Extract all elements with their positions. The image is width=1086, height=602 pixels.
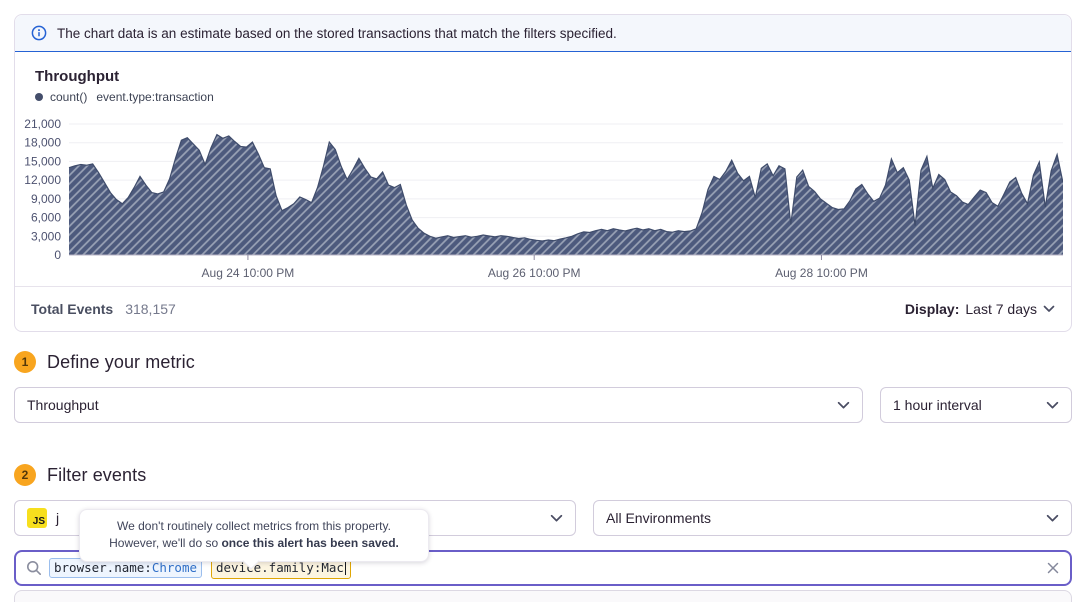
chart-card-footer: Total Events 318,157 Display: Last 7 day… (15, 286, 1071, 331)
legend-dot-icon (35, 93, 43, 101)
chevron-down-icon (837, 401, 850, 409)
chart-card: The chart data is an estimate based on t… (14, 14, 1072, 332)
token-key: browser.name: (54, 559, 152, 575)
throughput-area-chart: 0 3,000 6,000 9,000 12,000 15,000 18,000 21,000… (24, 118, 1063, 280)
svg-text:9,000: 9,000 (31, 192, 61, 206)
step-2-badge: 2 (14, 464, 36, 486)
chevron-down-icon (1046, 401, 1059, 409)
interval-select-value: 1 hour interval (893, 397, 982, 413)
interval-select[interactable]: 1 hour interval (880, 387, 1072, 423)
environment-select[interactable]: All Environments (593, 500, 1072, 536)
display-label: Display: (904, 301, 960, 317)
project-select-value: j (56, 510, 60, 526)
total-events-value: 318,157 (125, 301, 176, 317)
legend-series-label: count() (50, 90, 88, 104)
svg-text:6,000: 6,000 (31, 211, 61, 225)
total-events-label: Total Events (31, 301, 114, 317)
svg-text:15,000: 15,000 (24, 154, 61, 168)
search-autocomplete-panel-edge (14, 590, 1072, 602)
svg-text:12,000: 12,000 (24, 173, 61, 187)
svg-text:Aug 24 10:00 PM: Aug 24 10:00 PM (202, 266, 295, 280)
javascript-platform-icon: JS (27, 508, 47, 528)
step-1-title: Define your metric (47, 351, 195, 372)
token-value: Chrome (151, 559, 197, 575)
token-value: Mac (321, 559, 344, 575)
clear-search-icon[interactable] (1046, 561, 1060, 575)
chart-legend: count() event.type:transaction (35, 90, 1071, 104)
svg-text:Aug 26 10:00 PM: Aug 26 10:00 PM (488, 266, 581, 280)
tooltip-line2: However, we'll do so once this alert has… (109, 536, 399, 551)
metric-select[interactable]: Throughput (14, 387, 863, 423)
total-events: Total Events 318,157 (31, 301, 176, 317)
info-icon (31, 25, 47, 41)
banner-text: The chart data is an estimate based on t… (57, 25, 617, 41)
chart-title: Throughput (35, 68, 120, 85)
svg-text:0: 0 (54, 248, 61, 262)
legend-query-label: event.type:transaction (96, 90, 214, 104)
step-1-header: 1 Define your metric (14, 351, 1072, 373)
svg-text:3,000: 3,000 (31, 229, 61, 243)
chart-section: Throughput count() event.type:transactio… (15, 52, 1071, 284)
svg-text:Aug 28 10:00 PM: Aug 28 10:00 PM (775, 266, 868, 280)
svg-text:18,000: 18,000 (24, 136, 61, 150)
display-period-dropdown[interactable]: Display: Last 7 days (905, 301, 1055, 317)
metric-row: Throughput 1 hour interval (14, 387, 1072, 423)
filter-token-browser-name[interactable]: browser.name: Chrome (49, 557, 202, 579)
chevron-down-icon (1046, 514, 1059, 522)
metric-select-value: Throughput (27, 397, 99, 413)
display-value: Last 7 days (965, 301, 1037, 317)
environment-select-value: All Environments (606, 510, 712, 526)
chevron-down-icon (550, 514, 563, 522)
metrics-collection-tooltip: We don't routinely collect metrics from … (79, 509, 429, 562)
estimate-info-banner: The chart data is an estimate based on t… (15, 15, 1071, 52)
chevron-down-icon (1043, 305, 1055, 312)
search-icon (26, 560, 41, 575)
step-2-header: 2 Filter events (14, 464, 1072, 486)
svg-text:21,000: 21,000 (24, 118, 61, 131)
step-2-title: Filter events (47, 464, 147, 485)
tooltip-line1: We don't routinely collect metrics from … (117, 519, 391, 533)
text-cursor (344, 561, 347, 575)
token-key: device.family: (216, 559, 322, 575)
step-1-badge: 1 (14, 351, 36, 373)
